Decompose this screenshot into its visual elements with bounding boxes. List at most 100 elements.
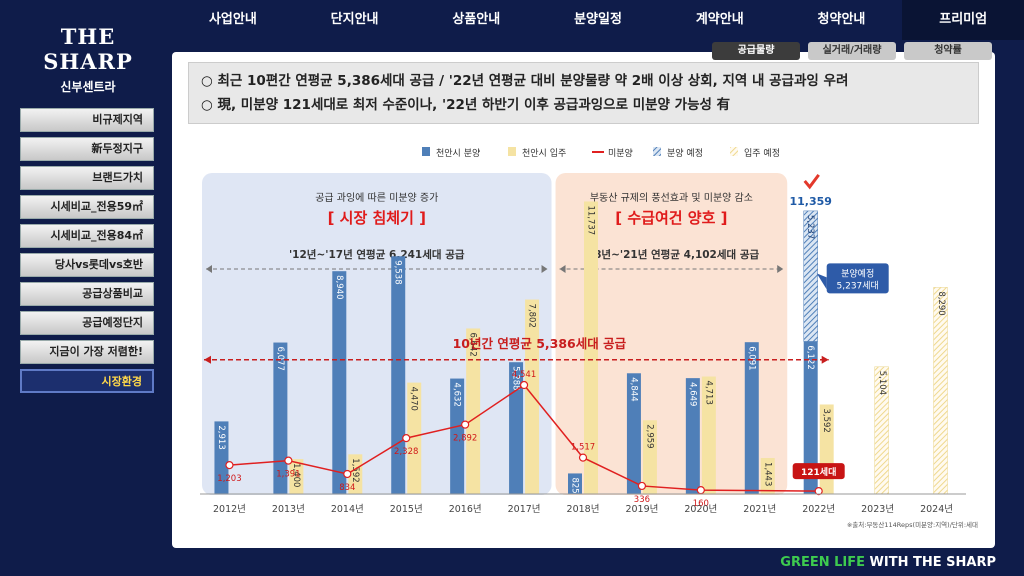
sidebar-item-planned-sites[interactable]: 공급예정단지 [20,311,154,335]
bar-sale-planned-2022년 [803,210,818,342]
tab-supply[interactable]: 공급물량 [712,42,800,60]
bar-move-in-label-2016년: 6,642 [468,332,478,356]
x-tick-label: 2018년 [567,504,600,515]
tab-subscription-rate[interactable]: 청약률 [904,42,992,60]
unsold-label-2013년: 1,391 [276,470,300,480]
legend-label-2: 미분양 [608,148,633,159]
notice-line-2: ○ 現, 미분양 121세대로 최저 수준이나, '22년 하반기 이후 공급과… [201,97,731,113]
bar-sale-label-2022년: 6,122 [805,345,815,369]
bar-move-in-planned-2024년 [933,287,948,495]
sidebar-item-price-59[interactable]: 시세비교_전용59㎡ [20,195,154,219]
sidebar-item-cheapest[interactable]: 지금이 가장 저렴한! [20,340,154,364]
bar-move-in-label-2021년: 1,443 [762,462,772,486]
x-tick-label: 2012년 [213,504,246,515]
callout-line-2: 5,237세대 [837,280,879,291]
bar-move-in-label-2022년: 3,592 [821,408,831,432]
legend-swatch-4 [730,147,738,156]
bar-sale-label-2013년: 6,077 [275,347,285,371]
nav-contract[interactable]: 계약안내 [695,12,744,27]
average-label: 10년간 연평균 5,386세대 공급 [453,336,627,351]
unsold-point-2014년 [343,469,352,479]
nav-product[interactable]: 상품안내 [452,12,501,27]
bar-sale-planned-label-2022년: 5,237 [805,215,815,239]
sidebar-item-product-compare[interactable]: 공급상품비교 [20,282,154,306]
region-span-label-1: '18년~'21년 연평균 4,102세대 공급 [584,248,760,261]
sidebar-item-nonregulated[interactable]: 비규제지역 [20,108,154,132]
region-span-label-0: '12년~'17년 연평균 6,241세대 공급 [289,248,465,261]
bar-sale-label-2016년: 4,632 [452,383,462,407]
x-tick-label: 2020년 [684,504,717,515]
check-mark-icon [803,173,820,190]
sub-tabs: 공급물량 실거래/거래량 청약률 [712,42,992,60]
bar-move-in-2017년 [525,299,540,494]
sidebar-item-dujeong[interactable]: 新두정지구 [20,137,154,161]
tab-transactions[interactable]: 실거래/거래량 [808,42,896,60]
unsold-label-2017년: 4,541 [512,370,536,380]
nav-subscription[interactable]: 청약안내 [817,12,866,27]
bar-move-in-2018년 [584,201,598,494]
x-tick-label: 2024년 [920,504,953,515]
bar-sale-label-2012년: 2,913 [216,425,226,449]
sidebar-item-market[interactable]: 시장환경 [20,369,154,393]
bar-move-in-planned-label-2024년: 8,290 [936,291,946,315]
footer-rest: WITH THE SHARP [869,555,996,570]
region-span-arrow-left-0 [206,265,212,273]
brand-name: THE SHARP [43,24,133,74]
bar-sale-label-2020년: 4,649 [687,382,697,406]
nav-complex[interactable]: 단지안내 [330,12,379,27]
bar-sale-label-2015년: 9,538 [393,260,403,284]
region-span-arrow-left-1 [559,265,566,273]
footer-slogan: GREEN LIFE WITH THE SHARP [780,555,996,570]
unsold-label-2014년: 834 [339,483,355,493]
unsold-point-2019년 [637,481,647,491]
bar-sale-2021년 [744,342,759,494]
legend-label-1: 천안시 입주 [522,147,566,159]
bar-sale-2014년 [332,271,347,494]
bar-move-in-label-2018년: 11,737 [586,205,596,235]
unsold-point-2012년 [225,461,234,470]
bar-sale-label-2014년: 8,940 [334,275,344,299]
bar-sale-2016년 [450,378,465,494]
x-tick-label: 2019년 [625,504,658,515]
sidebar-item-brand[interactable]: 브랜드가치 [20,166,154,190]
bar-move-in-label-2019년: 2,959 [644,424,654,448]
callout-pointer [816,273,827,290]
bar-move-in-2014년 [348,454,363,494]
brand-logo[interactable]: THE SHARP 신부센트라 [18,24,158,95]
bar-move-in-2015년 [407,382,422,494]
unsold-2022-badge [792,463,845,480]
sidebar-item-compare-brands[interactable]: 당사vs롯데vs호반 [20,253,154,277]
region-subtitle-0: 공급 과잉에 따른 미분양 증가 [315,192,438,204]
unsold-point-2018년 [578,453,588,462]
average-arrow-left [204,355,211,364]
unsold-point-2017년 [519,380,529,390]
callout-box [826,263,889,294]
bar-move-in-label-2017년: 7,802 [527,304,537,328]
unsold-point-2022년 [814,486,823,496]
unsold-label-2019년: 336 [634,495,650,505]
nav-business[interactable]: 사업안내 [208,12,257,27]
nav-premium[interactable]: 프리미엄 [902,0,1024,40]
top-navigation: 사업안내 단지안내 상품안내 분양일정 계약안내 청약안내 프리미엄 [172,0,1024,40]
unsold-point-2015년 [402,434,411,443]
brand-subtitle: 신부센트라 [60,80,116,94]
bar-move-in-label-2015년: 4,470 [409,387,419,411]
unsold-label-2020년: 160 [693,499,709,509]
footer-green: GREEN LIFE [780,555,866,570]
unsold-label-2015년: 2,328 [394,447,418,457]
bar-sale-label-2017년: 5,288 [511,366,521,390]
notice-box: ○ 최근 10편간 연평균 5,386세대 공급 / '22년 연평균 대비 분… [188,62,979,124]
bar-move-in-label-2013년: 1,400 [291,463,301,487]
bar-sale-label-2018년: 825 [570,477,580,493]
unsold-point-2020년 [696,486,705,495]
bar-sale-2015년 [391,256,406,494]
region-span-arrow-right-0 [541,265,548,273]
legend-label-4: 입주 예정 [744,147,780,159]
nav-schedule[interactable]: 분양일정 [574,12,622,27]
bar-sale-2012년 [214,421,229,494]
sidebar-item-price-84[interactable]: 시세비교_전용84㎡ [20,224,154,248]
x-tick-label: 2016년 [449,504,482,515]
unsold-2022-label: 121세대 [801,466,836,478]
x-tick-label: 2023년 [861,504,894,515]
bar-sale-2019년 [626,373,641,494]
